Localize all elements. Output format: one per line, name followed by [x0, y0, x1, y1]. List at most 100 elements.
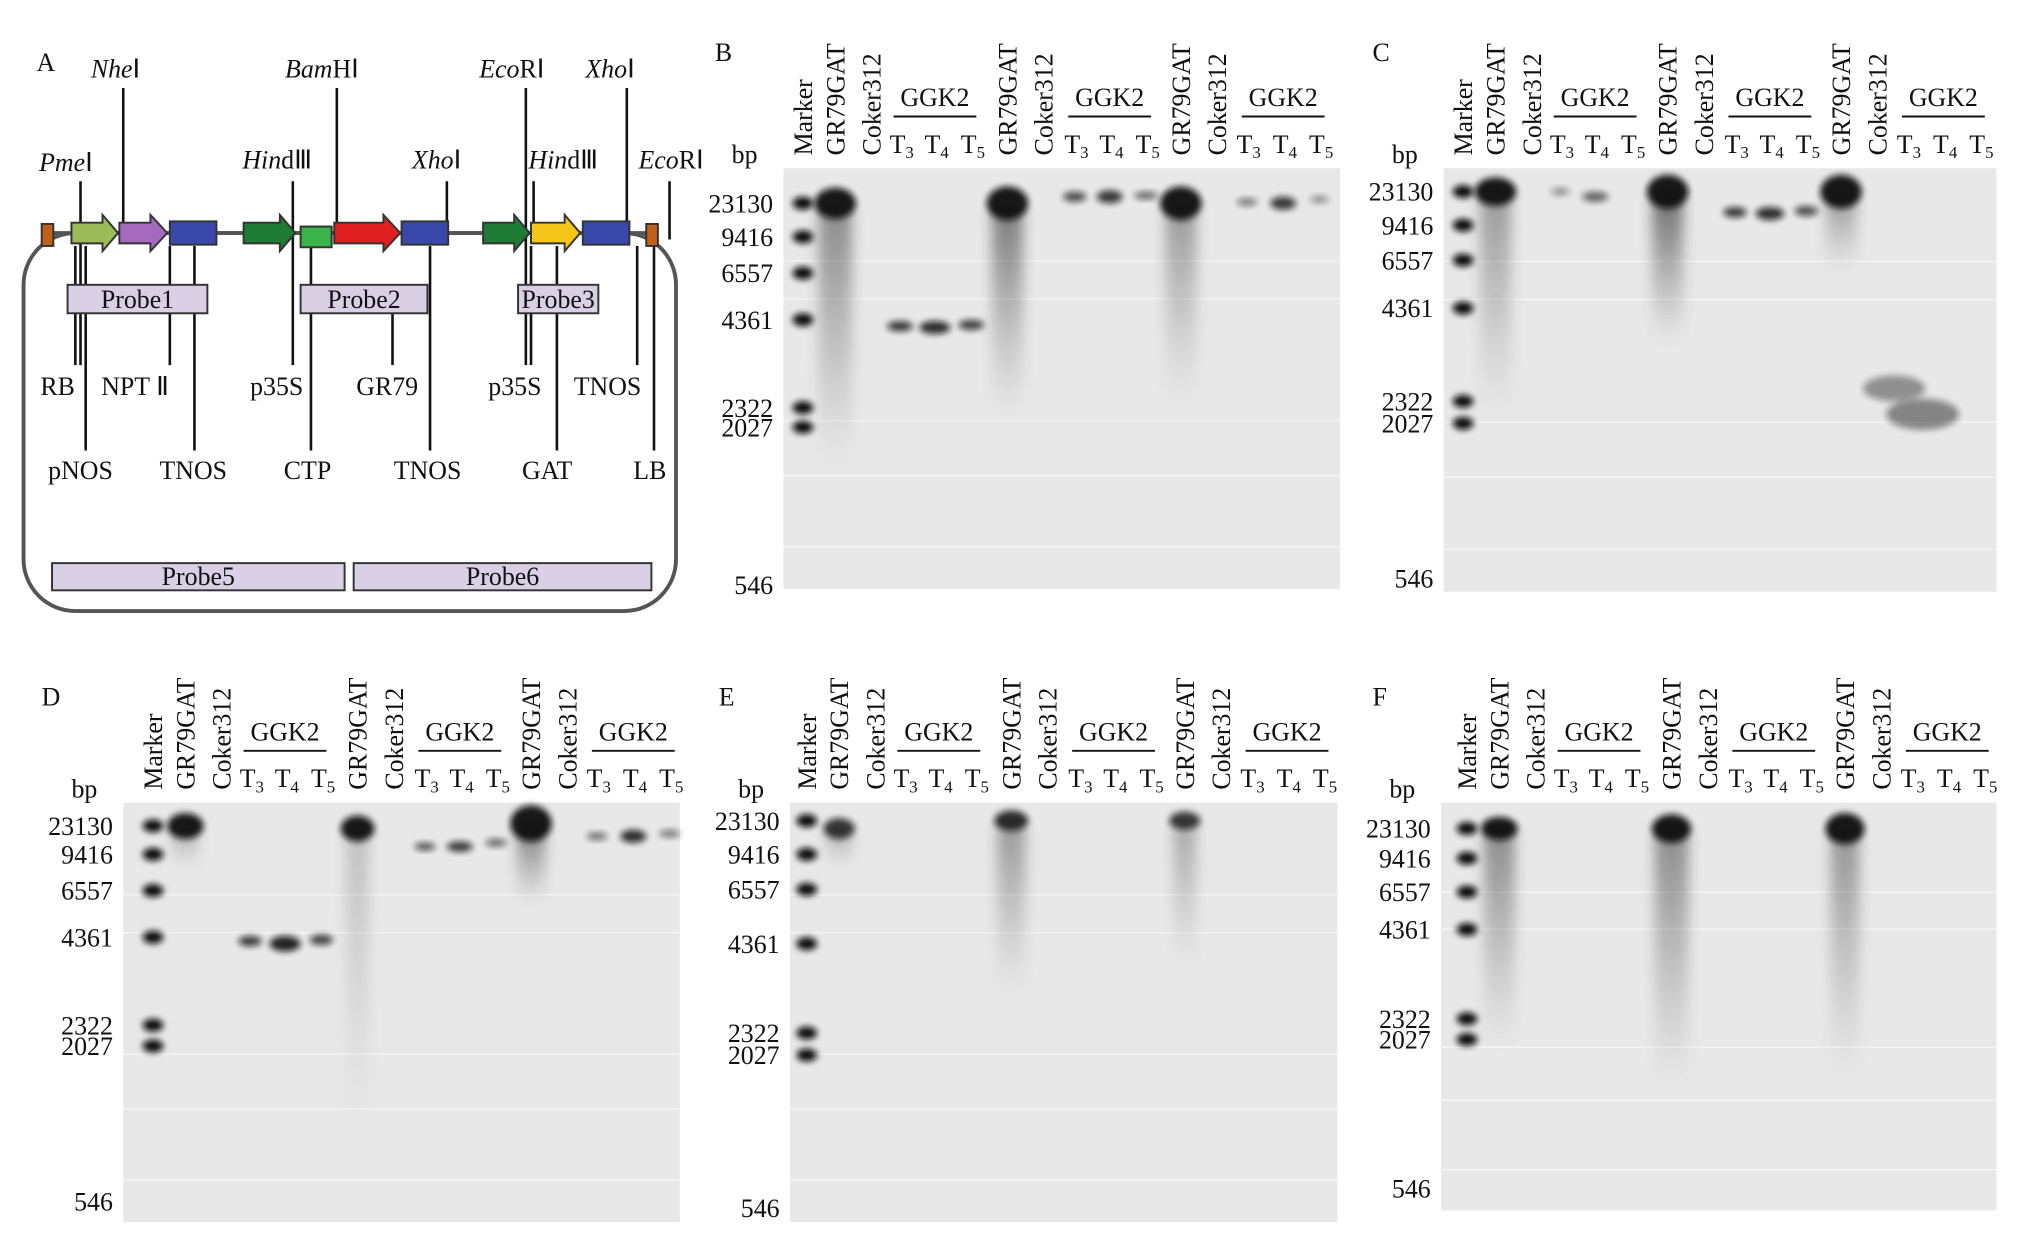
unit-label: bp	[1389, 774, 1415, 803]
site-label: EcoRⅠ	[478, 55, 544, 84]
site-label: EcoRⅠ	[637, 145, 703, 174]
lane-label: Coker312	[1690, 53, 1719, 155]
smear	[1483, 828, 1515, 1049]
marker-size: 2322	[61, 1011, 113, 1040]
generation-subscript: 5	[977, 143, 985, 162]
generation-letter: T	[1554, 764, 1570, 793]
group-label: GGK2	[1909, 83, 1978, 112]
gel	[789, 802, 1338, 1223]
probe-label: Probe1	[101, 285, 174, 314]
generation-letter: T	[925, 130, 941, 159]
marker-size: 2027	[728, 1041, 780, 1070]
panel-label: F	[1372, 683, 1386, 712]
generation-letter: T	[1136, 130, 1152, 159]
generation-label: T5	[961, 130, 985, 162]
lane-label: Coker312	[208, 688, 237, 790]
smear	[997, 825, 1026, 995]
marker-size: 2322	[1382, 387, 1434, 416]
marker-band	[1452, 394, 1474, 408]
marker-size: 6557	[61, 877, 113, 906]
element-label: GAT	[522, 456, 573, 485]
group-label: GGK2	[1249, 83, 1318, 112]
marker-size: 546	[734, 571, 773, 600]
panel-label: D	[42, 683, 61, 712]
generation-subscript: 4	[944, 777, 953, 796]
site-label: NheⅠ	[90, 55, 140, 84]
generation-label: T5	[1973, 764, 1997, 796]
generation-letter: T	[1550, 130, 1566, 159]
marker-band	[796, 937, 818, 951]
band	[1886, 398, 1959, 430]
generation-subscript: 4	[291, 777, 300, 796]
marker-size: 4361	[1382, 294, 1434, 323]
generation-label: T4	[1933, 130, 1958, 162]
generation-label: T3	[415, 764, 439, 796]
site-italic: Pme	[38, 148, 85, 177]
band	[958, 319, 985, 331]
marker-band	[142, 1018, 164, 1032]
marker-size: 9416	[1379, 844, 1431, 873]
site-italic: Eco	[637, 145, 678, 174]
panel-label: A	[36, 48, 55, 77]
generation-label: T3	[890, 130, 914, 162]
smear	[1165, 207, 1197, 402]
lane-label: GR79GAT	[821, 43, 850, 155]
band	[1755, 207, 1785, 221]
generation-subscript: 3	[1080, 143, 1088, 162]
group-label: GGK2	[425, 717, 494, 746]
marker-size: 23130	[1369, 178, 1434, 207]
lane-label: Coker312	[1207, 688, 1236, 790]
element-label: pNOS	[48, 456, 113, 485]
generation-letter: T	[1237, 130, 1253, 159]
probe-box	[299, 283, 429, 315]
lane-label: GR79GAT	[1658, 677, 1687, 789]
probe-label: Probe3	[522, 285, 595, 314]
lane-label: GR79GAT	[171, 677, 200, 789]
smear	[1173, 825, 1197, 969]
band	[1794, 205, 1818, 217]
generation-label: T5	[1800, 764, 1824, 796]
marker-size: 6557	[721, 259, 773, 288]
lane-label: Marker	[789, 79, 818, 156]
marker-band	[1452, 218, 1474, 232]
lane-label: GR79GAT	[1654, 43, 1683, 155]
band	[814, 187, 856, 219]
generation-subscript: 3	[430, 777, 438, 796]
generation-letter: T	[1064, 130, 1080, 159]
lane-label: GR79GAT	[344, 677, 373, 789]
marker-band	[792, 401, 814, 415]
generation-label: T4	[449, 764, 474, 796]
generation-subscript: 3	[1744, 777, 1752, 796]
gel-signal	[796, 810, 1201, 1062]
generation-label: T3	[1240, 764, 1264, 796]
band	[340, 815, 375, 842]
band	[1646, 174, 1689, 209]
site-roman: Ⅰ	[133, 55, 141, 84]
band	[1134, 191, 1158, 200]
group-label: GGK2	[1079, 717, 1148, 746]
element-label: TNOS	[159, 456, 227, 485]
generation-letter: T	[486, 764, 502, 793]
generation-subscript: 5	[1329, 777, 1337, 796]
marker-band	[142, 884, 164, 898]
group-label: GGK2	[1565, 717, 1634, 746]
band	[887, 321, 913, 332]
generation-letter: T	[1796, 130, 1812, 159]
marker-size: 2322	[1379, 1005, 1431, 1034]
lane-label: Coker312	[1030, 53, 1059, 155]
group-label: GGK2	[1739, 717, 1808, 746]
generation-label: T5	[965, 764, 989, 796]
marker-band	[796, 882, 818, 896]
generation-label: T4	[275, 764, 300, 796]
generation-letter: T	[1760, 130, 1776, 159]
unit-label: bp	[71, 774, 97, 803]
generation-label: T5	[1621, 130, 1645, 162]
marker-size: 2322	[728, 1019, 780, 1048]
band	[986, 186, 1029, 221]
generation-letter: T	[1277, 764, 1293, 793]
lane-label: Coker312	[1034, 688, 1063, 790]
band	[620, 829, 647, 843]
